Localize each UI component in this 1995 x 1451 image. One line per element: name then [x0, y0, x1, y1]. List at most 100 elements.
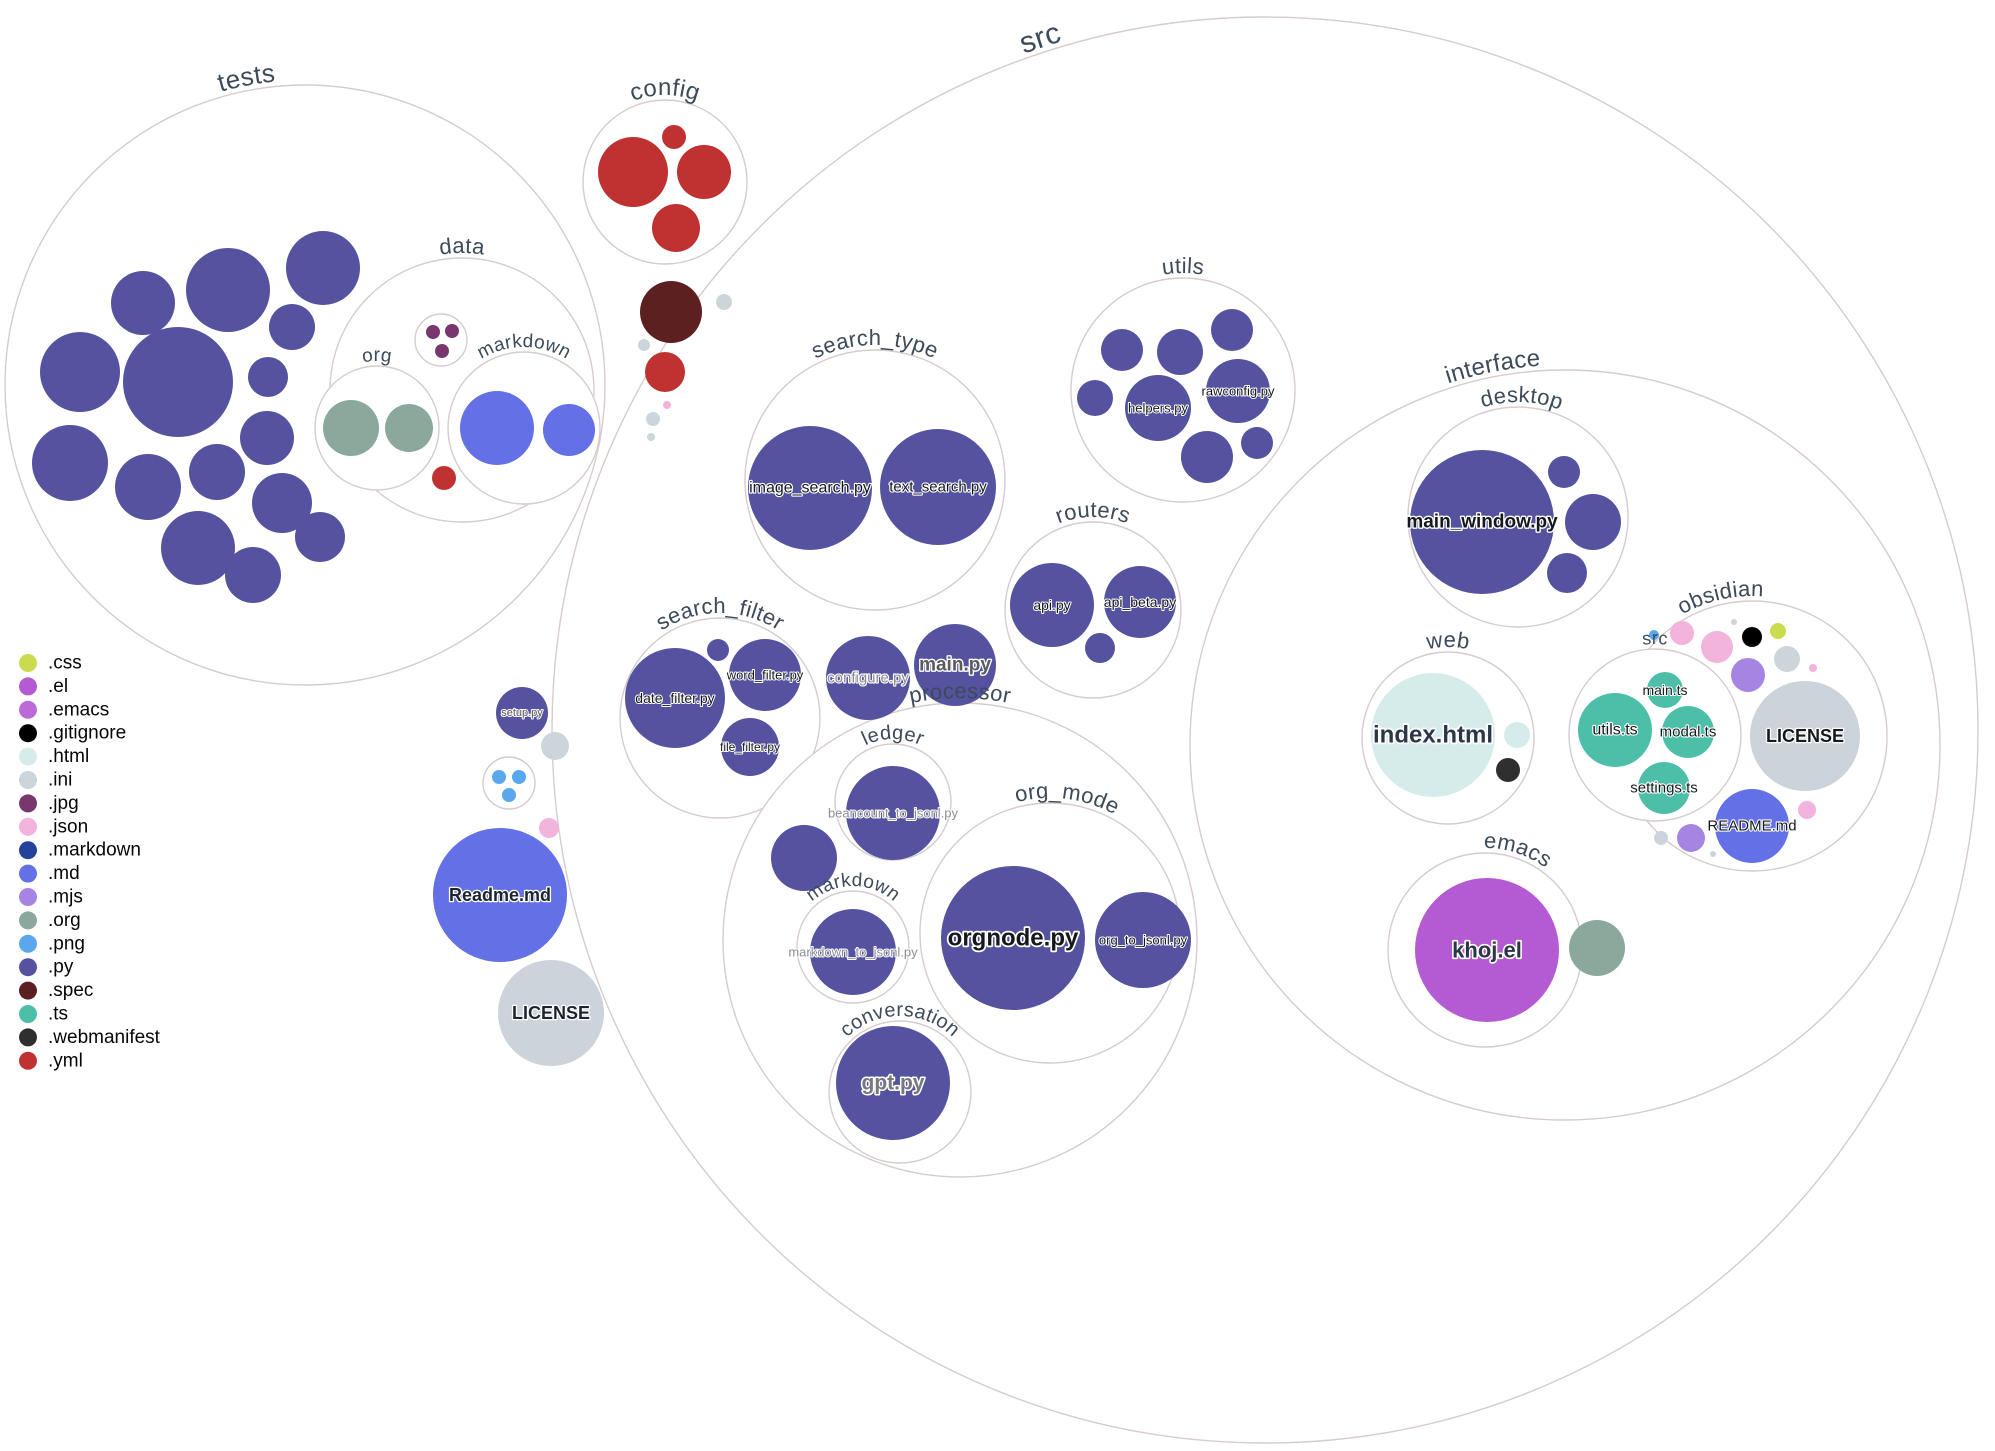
legend-md-label: .md	[48, 863, 80, 884]
legend-jpg-label: .jpg	[48, 793, 79, 814]
file-spec-file-29-circle	[640, 281, 702, 343]
legend-gitignore-label: .gitignore	[48, 723, 126, 744]
folder-web-label: web	[1424, 627, 1472, 654]
legend-css-label: .css	[48, 653, 82, 674]
file-ini-file-27-circle	[541, 732, 569, 760]
file-yml-file-40-circle	[677, 145, 731, 199]
file-index.html-label: index.html	[1373, 722, 1493, 749]
file-org-file-15-circle	[323, 400, 379, 456]
legend-jpg-swatch	[19, 794, 37, 813]
folder-processor-label: processor	[907, 678, 1013, 708]
legend-py-swatch	[19, 958, 37, 977]
file-modal.ts-circle	[1662, 706, 1714, 758]
file-rawconfig.py-circle	[1206, 359, 1270, 423]
file-py-file-60-circle	[1085, 633, 1115, 663]
file-py-file-8-circle	[115, 454, 181, 520]
file-py-file-56-circle	[1181, 431, 1233, 483]
file-py-file-53-circle	[1157, 329, 1203, 375]
legend-markdown-swatch	[19, 841, 37, 860]
folder-utils-label: utils	[1160, 253, 1205, 280]
legend-item-webmanifest: .webmanifest	[19, 1027, 161, 1048]
legend-item-mjs: .mjs	[19, 887, 83, 908]
file-modal.ts-label: modal.ts	[1660, 724, 1717, 741]
file-py-file-52-circle	[1101, 329, 1143, 371]
legend-item-el: .el	[19, 676, 68, 697]
file-png-file-82-circle	[1649, 630, 1659, 640]
file-yml-file-41-circle	[652, 204, 700, 252]
file-helpers.py-circle	[1125, 375, 1191, 441]
legend-mjs-swatch	[19, 888, 37, 906]
file-configure.py-circle	[826, 636, 910, 720]
file-gpt.py-label: gpt.py	[862, 1072, 925, 1095]
file-py-file-70-circle	[1547, 553, 1587, 593]
legend-webmanifest-label: .webmanifest	[48, 1027, 161, 1048]
folder-root-png-group-circle	[482, 756, 536, 810]
file-main.ts-label: main.ts	[1642, 682, 1687, 698]
file-py-file-14-circle	[225, 547, 281, 603]
file-text_search.py-circle	[880, 429, 996, 545]
file-setup.py-circle	[496, 687, 548, 739]
legend: .css.el.emacs .gitignore.html .ini.jpg.jso…	[19, 653, 161, 1071]
file-py-file-57-circle	[1241, 427, 1273, 459]
legend-item-yml: .yml	[19, 1050, 83, 1071]
file-yml-file-38-circle	[598, 137, 668, 207]
file-py-file-0-circle	[186, 248, 270, 332]
legend-org-swatch	[19, 911, 37, 930]
legend-ini-label: .ini	[48, 770, 72, 791]
file-Readme.md-label: Readme.md	[449, 885, 551, 905]
file-configure.py-label: configure.py	[827, 670, 909, 687]
file-py-file-10-circle	[240, 411, 294, 465]
file-README.md-label: README.md	[1707, 818, 1796, 835]
file-file_filter.py-circle	[721, 718, 779, 776]
legend-item-md: .md	[19, 863, 80, 884]
file-org-file-75-circle	[1569, 920, 1625, 976]
file-py-file-11-circle	[252, 473, 312, 533]
file-mjs-file-90-circle	[1731, 658, 1765, 692]
file-main_window.py-label: main_window.py	[1406, 512, 1558, 533]
legend-item-jpg: .jpg	[19, 793, 79, 814]
folder-tests-circle	[4, 84, 606, 686]
file-rawconfig.py-label: rawconfig.py	[1202, 384, 1275, 399]
file-markdown_to_jsonl.py-label: markdown_to_jsonl.py	[788, 945, 918, 960]
file-py-file-2-circle	[111, 271, 175, 335]
folder-obsidian-src-label: src	[1641, 628, 1668, 649]
file-ini-file-31-circle	[638, 339, 650, 351]
file-json-file-91-circle	[1798, 801, 1816, 819]
file-main.ts-circle	[1647, 672, 1683, 708]
file-beancount_to_jsonl.py-circle	[846, 766, 940, 860]
file-word_filter.py-label: word_filter.py	[726, 668, 804, 683]
legend-el-label: .el	[48, 676, 68, 697]
file-css-file-87-circle	[1770, 623, 1786, 639]
file-LICENSE-label: LICENSE	[1766, 726, 1844, 746]
file-py-file-47-circle	[707, 639, 729, 661]
file-khoj.el-label: khoj.el	[1452, 938, 1522, 963]
file-main.py-circle	[914, 624, 996, 706]
file-helpers.py-label: helpers.py	[1128, 401, 1188, 416]
file-json-file-84-circle	[1701, 631, 1733, 663]
file-ini-file-94-circle	[1710, 851, 1716, 857]
legend-item-markdown: .markdown	[19, 840, 141, 861]
file-ini-file-85-circle	[1731, 619, 1737, 625]
file-mjs-file-92-circle	[1677, 824, 1705, 852]
file-org_to_jsonl.py-circle	[1095, 892, 1191, 988]
file-py-file-55-circle	[1077, 380, 1113, 416]
file-ini-file-88-circle	[1774, 646, 1800, 672]
file-py-file-7-circle	[32, 425, 108, 501]
legend-ts-swatch	[19, 1005, 37, 1023]
legend-item-css: .css	[19, 653, 82, 674]
file-gpt.py-circle	[836, 1026, 950, 1140]
file-py-file-3-circle	[269, 304, 315, 350]
file-md-file-18-circle	[543, 404, 595, 456]
file-api.py-label: api.py	[1033, 597, 1070, 613]
folder-data-jpg-group-circle	[414, 313, 468, 367]
legend-ini-swatch	[19, 771, 37, 789]
file-png-file-25-circle	[502, 788, 516, 802]
legend-item-org: .org	[19, 910, 81, 931]
file-ini-file-93-circle	[1654, 831, 1668, 845]
file-jpg-file-19-circle	[426, 325, 440, 339]
legend-item-emacs: .emacs	[19, 699, 109, 720]
file-json-file-83-circle	[1670, 621, 1694, 645]
file-text_search.py-label: text_search.py	[889, 479, 987, 496]
legend-yml-swatch	[19, 1051, 37, 1070]
file-py-file-54-circle	[1211, 309, 1253, 351]
